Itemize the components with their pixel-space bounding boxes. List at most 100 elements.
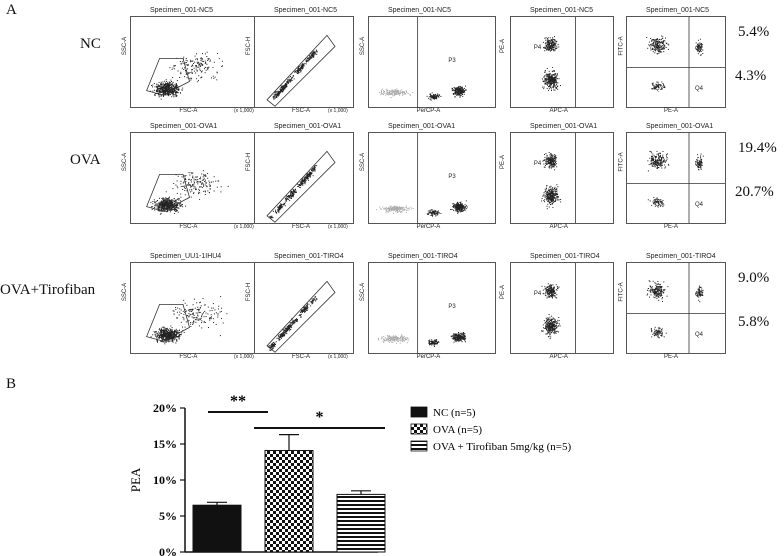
gate-q2: Q2	[695, 46, 704, 53]
legend-label: OVA (n=5)	[433, 424, 482, 436]
scatter-dots	[266, 150, 336, 223]
legend-label: NC (n=5)	[433, 407, 476, 419]
x-axis-label: FSC-A	[292, 108, 310, 114]
gate-q3: Q3	[655, 86, 664, 92]
row-label-1: OVA	[70, 152, 101, 168]
legend-swatch	[410, 423, 428, 435]
flow-panel: P3	[368, 132, 496, 224]
panel-title: Specimen_001-OVA1	[646, 123, 714, 130]
row-label-2: OVA+Tirofiban	[0, 282, 96, 298]
scatter-dots	[379, 17, 467, 107]
gate-p4: P4	[533, 290, 542, 297]
panel-title: Specimen_001-OVA1	[530, 123, 598, 130]
x-axis-label: PE-A	[664, 108, 679, 114]
flow-panel: P3	[368, 262, 496, 354]
legend-swatch	[410, 440, 428, 452]
scale-label: (x 1,000)	[328, 224, 348, 230]
gate-q1: Q1	[655, 162, 664, 169]
y-tick-label: 5%	[159, 509, 177, 523]
percent-lower: 20.7%	[735, 184, 774, 200]
bar	[264, 449, 314, 553]
legend-label: OVA + Tirofiban 5mg/kg (n=5)	[433, 441, 571, 453]
flow-panel	[254, 262, 354, 354]
y-axis-label: SSC-A	[122, 36, 129, 56]
panel-title: Specimen_001-TIRO4	[646, 253, 716, 260]
x-axis-label: PerCP-A	[416, 354, 441, 360]
scale-label: (x 1,000)	[234, 354, 254, 360]
bar	[336, 493, 386, 553]
flow-panel	[254, 132, 354, 224]
y-axis-label: SSC-A	[122, 152, 129, 172]
panel-title: Specimen_001-TIRO4	[530, 253, 600, 260]
y-axis-label: FITC-A	[618, 152, 625, 172]
flow-panel: P4	[510, 132, 614, 224]
gate-q1: Q1	[655, 46, 664, 53]
flow-panel	[130, 262, 260, 354]
x-axis-label: PerCP-A	[416, 108, 441, 114]
panel-title: Specimen_001-TIRO4	[274, 253, 344, 260]
gate-q2: Q2	[695, 162, 704, 169]
x-axis-label: APC-A	[549, 354, 568, 360]
gate-q1: Q1	[655, 292, 664, 299]
y-axis-label: SSC-A	[360, 36, 367, 56]
x-axis-label: APC-A	[549, 224, 568, 230]
panel-a-label: A	[6, 2, 17, 18]
gate-p4: P4	[533, 160, 542, 167]
y-axis-label: FITC-A	[618, 282, 625, 302]
bar	[192, 504, 242, 553]
scatter-dots	[627, 263, 725, 353]
flow-panel: P4	[510, 262, 614, 354]
significance-label: *	[316, 409, 324, 426]
x-axis-label: FSC-A	[179, 108, 198, 114]
x-axis-label: FSC-A	[179, 354, 198, 360]
gate-q4: Q4	[695, 86, 704, 92]
gate-p3: P3	[448, 304, 456, 311]
percent-upper: 5.4%	[738, 24, 770, 40]
x-axis-label: FSC-A	[179, 224, 198, 230]
gate-q3: Q3	[655, 332, 664, 338]
gate-q3: Q3	[655, 202, 664, 208]
panel-title: Specimen_001-NC5	[150, 7, 214, 14]
scatter-dots	[266, 280, 336, 353]
y-axis-label: FSC-H	[246, 282, 253, 302]
percent-lower: 5.8%	[738, 314, 770, 330]
scatter-dots	[146, 51, 223, 100]
scale-label: (x 1,000)	[328, 108, 348, 114]
y-axis-label: SSC-A	[360, 152, 367, 172]
x-axis-label: PE-A	[664, 354, 679, 360]
x-axis-label: PerCP-A	[416, 224, 441, 230]
scatter-dots	[541, 133, 576, 223]
y-tick-label: 15%	[153, 437, 177, 451]
x-axis-label: FSC-A	[292, 354, 310, 360]
gate-q4: Q4	[695, 332, 704, 338]
scale-label: (x 1,000)	[234, 224, 254, 230]
y-tick-label: 0%	[159, 545, 177, 556]
panel-title: Specimen_001-NC5	[646, 7, 710, 14]
scatter-dots	[627, 17, 725, 107]
percent-upper: 19.4%	[738, 140, 777, 156]
y-axis-label: FSC-H	[246, 36, 253, 56]
flow-panel	[130, 16, 260, 108]
y-axis-label: SSC-A	[360, 282, 367, 302]
panel-b-label: B	[6, 376, 17, 392]
pea-bar-chart: 0%5%10%15%20%PEA*** NC (n=5)OVA (n=5)OVA …	[128, 393, 571, 556]
flow-panel: P3	[368, 16, 496, 108]
panel-title: Specimen_001-NC5	[388, 7, 452, 14]
y-tick-label: 10%	[153, 473, 177, 487]
panel-title: Specimen_001-OVA1	[150, 123, 218, 130]
y-axis-label: FITC-A	[618, 36, 625, 56]
flow-panel	[254, 16, 354, 108]
y-tick-label: 20%	[153, 401, 177, 415]
panel-title: Specimen_001-NC5	[530, 7, 594, 14]
gate-p4: P4	[533, 44, 542, 51]
significance-label: **	[230, 393, 246, 410]
y-axis-label: PE-A	[500, 38, 507, 53]
x-axis-label: APC-A	[549, 108, 568, 114]
legend-swatch	[410, 406, 428, 418]
gate-q2: Q2	[695, 292, 704, 299]
flow-panel	[130, 132, 260, 224]
scatter-dots	[375, 133, 468, 223]
panel-title: Specimen_001-TIRO4	[388, 253, 458, 260]
flow-panel: Q1 Q2 Q3 Q4	[626, 16, 726, 108]
scatter-dots	[146, 170, 229, 215]
